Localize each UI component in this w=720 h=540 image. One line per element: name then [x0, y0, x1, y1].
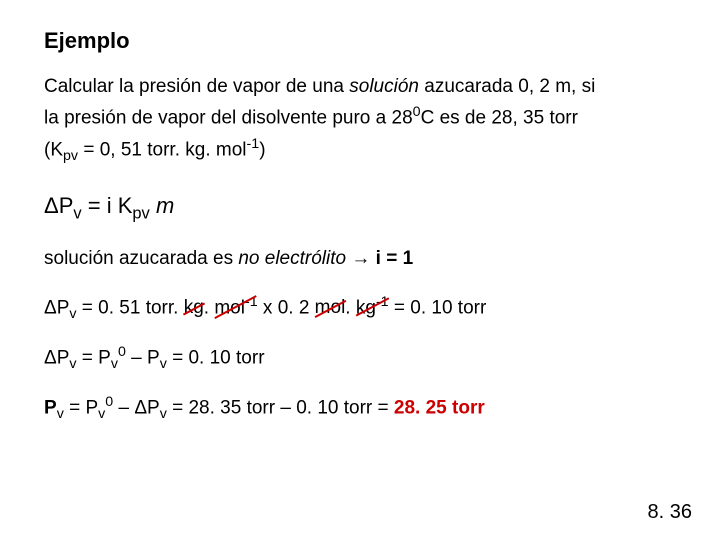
t: m	[156, 193, 174, 218]
t: = 28. 35 torr – 0. 10 torr =	[167, 397, 394, 418]
note-noelectrolito: solución azucarada es no electrólito → i…	[44, 248, 676, 270]
t: kg	[356, 297, 376, 318]
t: .	[345, 297, 356, 318]
t: = i K	[82, 193, 133, 218]
unit-mol-struck: mol	[315, 297, 346, 319]
t: 0	[118, 344, 126, 360]
t: solución azucarada es	[44, 248, 238, 269]
t: = 0. 51 torr.	[77, 297, 184, 318]
t: ΔP	[44, 297, 69, 318]
t: -1	[247, 136, 260, 152]
t: = P	[64, 397, 98, 418]
t: v	[160, 356, 167, 372]
t: ΔP	[44, 347, 69, 368]
t: -1	[245, 294, 258, 310]
calc-step-1: ΔPv = 0. 51 torr. kg. mol-1 x 0. 2 mol. …	[44, 294, 676, 322]
t: azucarada 0, 2 m, si	[419, 76, 595, 97]
t: = P	[77, 347, 111, 368]
t: i = 1	[376, 248, 414, 269]
t: pv	[132, 205, 149, 223]
t: = 0. 10 torr	[389, 297, 487, 318]
calc-step-2: ΔPv = Pv0 – Pv = 0. 10 torr	[44, 344, 676, 372]
t: P	[44, 397, 57, 418]
page-number: 8. 36	[648, 501, 692, 524]
t: no electrólito	[238, 248, 346, 269]
t: – ΔP	[113, 397, 160, 418]
t: la presión de vapor del disolvente puro …	[44, 108, 413, 129]
problem-statement: Calcular la presión de vapor de una solu…	[44, 72, 676, 167]
t: = 0. 10 torr	[167, 347, 265, 368]
t: -1	[376, 294, 389, 310]
unit-kg-struck: kg-1	[356, 294, 389, 319]
unit-kg-struck: kg	[184, 297, 204, 319]
formula-main: ΔPv = i Kpv m	[44, 193, 676, 223]
t: 0	[105, 394, 113, 410]
t: C es de 28, 35 torr	[421, 108, 578, 129]
t: (K	[44, 140, 63, 161]
t: pv	[63, 148, 78, 164]
t: v	[160, 406, 167, 422]
slide-title: Ejemplo	[44, 28, 676, 54]
t: 0	[413, 104, 421, 120]
t: = 0, 51 torr. kg. mol	[78, 140, 246, 161]
unit-mol-struck: mol-1	[214, 294, 257, 319]
t: x 0. 2	[258, 297, 315, 318]
t: v	[57, 406, 64, 422]
t: v	[69, 306, 76, 322]
t: Calcular la presión de vapor de una	[44, 76, 349, 97]
t: v	[73, 205, 81, 223]
t: →	[346, 248, 376, 269]
t: – P	[126, 347, 160, 368]
t: ΔP	[44, 193, 73, 218]
t: )	[259, 140, 265, 161]
t: mol	[214, 297, 245, 318]
t: .	[204, 297, 209, 318]
calc-step-3: Pv = Pv0 – ΔPv = 28. 35 torr – 0. 10 tor…	[44, 394, 676, 422]
t: v	[111, 356, 118, 372]
t: solución	[349, 76, 419, 97]
final-answer: 28. 25 torr	[394, 397, 485, 418]
t: v	[69, 356, 76, 372]
